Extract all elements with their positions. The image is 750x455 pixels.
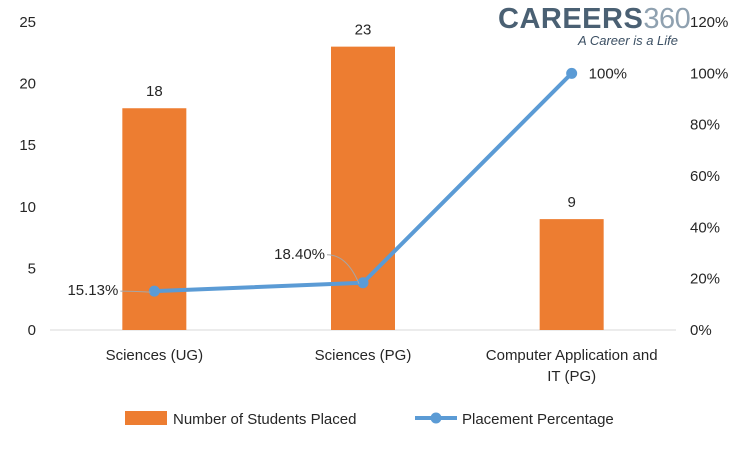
line-point: [566, 67, 578, 79]
x-category-label: Sciences (PG): [315, 347, 412, 364]
y-right-tick-label: 80%: [690, 117, 720, 134]
line-point: [357, 277, 369, 289]
x-category-label: Computer Application and: [486, 347, 658, 364]
x-category-label: IT (PG): [547, 368, 596, 385]
y-right-tick-label: 40%: [690, 219, 720, 236]
y-left-tick-label: 0: [28, 322, 36, 339]
y-right-tick-label: 100%: [690, 65, 728, 82]
line-label-leader: [120, 290, 151, 293]
line-label-leader: [326, 254, 360, 284]
bar: [539, 219, 604, 330]
line-value-label: 100%: [589, 65, 627, 82]
line-point: [148, 285, 160, 297]
x-category-label: Sciences (UG): [106, 347, 204, 364]
y-right-tick-label: 20%: [690, 271, 720, 288]
line-value-label: 15.13%: [67, 282, 118, 299]
bar-value-label: 18: [146, 83, 163, 100]
y-left-tick-label: 5: [28, 260, 36, 277]
careers360-logo: CAREERS360 A Career is a Life: [498, 2, 691, 52]
y-left-tick-label: 20: [19, 76, 36, 93]
logo-brand-text: CAREERS: [498, 3, 644, 35]
bar: [122, 108, 187, 331]
y-right-tick-label: 0%: [690, 322, 712, 339]
logo-wordmark: CAREERS360: [498, 2, 691, 36]
y-left-tick-label: 25: [19, 14, 36, 31]
y-left-tick-label: 10: [19, 199, 36, 216]
logo-tagline: A Career is a Life: [578, 33, 678, 48]
legend-label-bar: Number of Students Placed: [173, 411, 356, 428]
bar-value-label: 23: [355, 22, 372, 39]
y-right-tick-label: 60%: [690, 168, 720, 185]
legend-swatch-bar: [125, 411, 167, 425]
legend-label-line: Placement Percentage: [462, 411, 614, 428]
bar-value-label: 9: [567, 194, 575, 211]
logo-brand-number: 360: [643, 3, 691, 35]
y-right-tick-label: 120%: [690, 14, 728, 31]
line-value-label: 18.40%: [274, 246, 325, 263]
y-left-tick-label: 15: [19, 137, 36, 154]
legend-swatch-marker: [430, 412, 442, 424]
